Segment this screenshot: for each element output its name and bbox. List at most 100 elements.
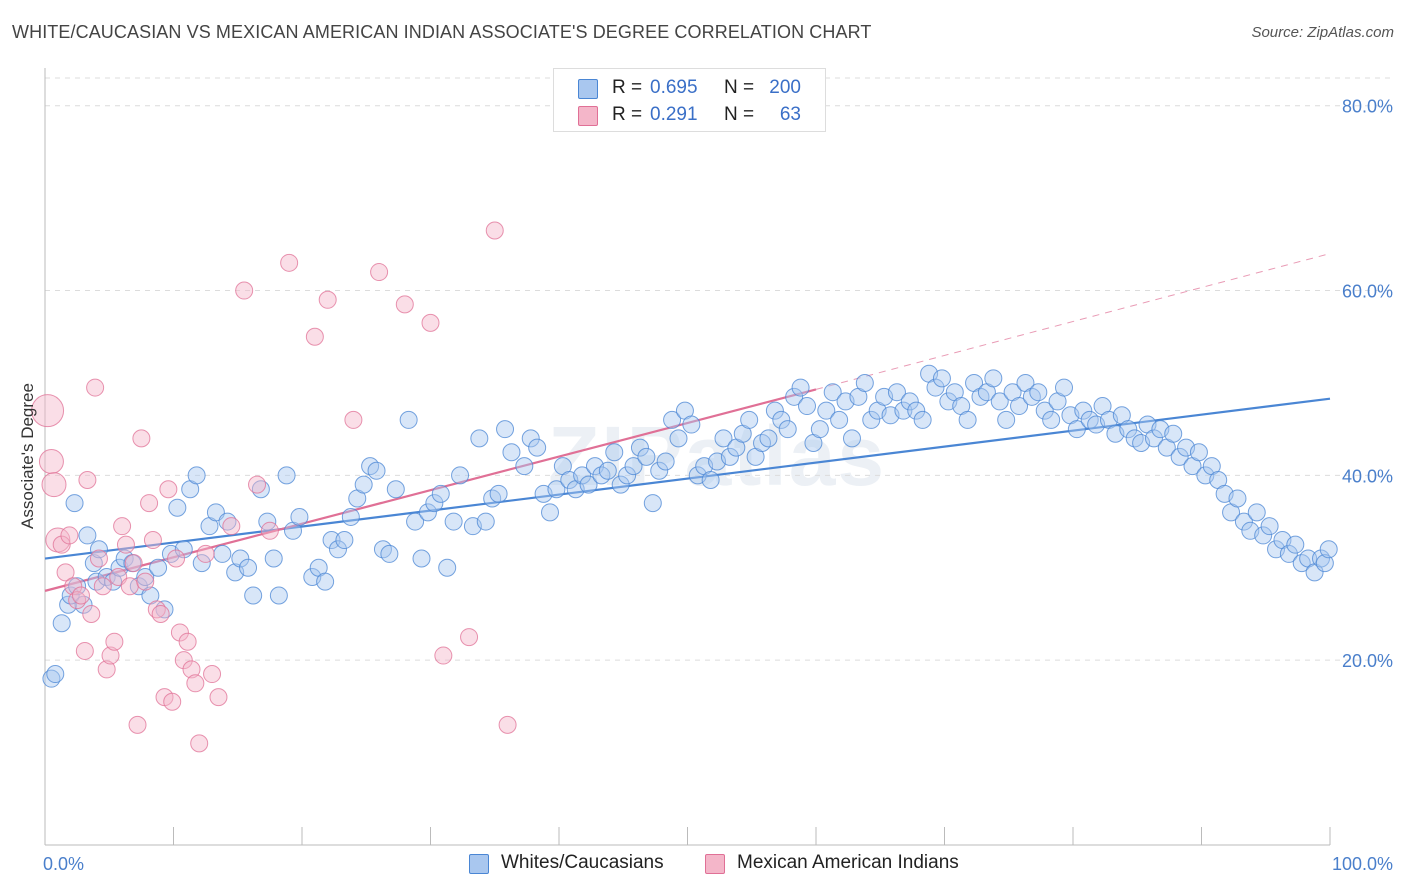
- point-mexican-american-indians: [56, 563, 75, 582]
- point-mexican-american-indians: [159, 480, 178, 499]
- point-whites: [489, 484, 508, 503]
- point-mexican-american-indians: [71, 586, 90, 605]
- point-mexican-american-indians: [498, 715, 517, 734]
- point-mexican-american-indians: [60, 526, 79, 545]
- watermark: ZIPatlas: [548, 409, 887, 503]
- point-whites: [817, 401, 836, 420]
- point-whites: [579, 475, 598, 494]
- point-whites: [656, 452, 675, 471]
- bottom-legend-swatch-whites: [469, 854, 489, 874]
- point-whites: [778, 420, 797, 439]
- point-mexican-american-indians: [143, 531, 162, 550]
- point-whites: [316, 572, 335, 591]
- point-whites: [1189, 443, 1208, 462]
- point-whites: [89, 540, 108, 559]
- point-whites: [862, 410, 881, 429]
- point-whites: [541, 503, 560, 522]
- point-whites: [386, 480, 405, 499]
- point-mexican-american-indians: [116, 535, 135, 554]
- point-whites: [46, 665, 65, 684]
- point-whites: [605, 443, 624, 462]
- point-whites: [451, 466, 470, 485]
- point-whites: [476, 512, 495, 531]
- point-mexican-american-indians: [222, 517, 241, 536]
- point-mexican-american-indians: [89, 549, 108, 568]
- point-whites: [470, 429, 489, 448]
- point-whites: [669, 429, 688, 448]
- point-mexican-american-indians: [190, 734, 209, 753]
- point-mexican-american-indians: [235, 281, 254, 300]
- point-mexican-american-indians: [105, 632, 124, 651]
- point-mexican-american-indians: [38, 449, 64, 474]
- point-whites: [547, 480, 566, 499]
- point-mexican-american-indians: [136, 572, 155, 591]
- point-whites: [1029, 383, 1048, 402]
- point-mexican-american-indians: [113, 517, 132, 536]
- legend-r-value: 0.291: [650, 104, 698, 125]
- point-whites: [496, 420, 515, 439]
- point-whites: [406, 512, 425, 531]
- point-whites: [322, 531, 341, 550]
- point-mexican-american-indians: [260, 521, 279, 540]
- point-whites: [650, 461, 669, 480]
- point-whites: [958, 410, 977, 429]
- point-whites: [515, 457, 534, 476]
- point-mexican-american-indians: [460, 628, 479, 647]
- point-whites: [611, 475, 630, 494]
- point-whites: [354, 475, 373, 494]
- point-mexican-american-indians: [163, 692, 182, 711]
- point-mexican-american-indians: [434, 646, 453, 665]
- point-mexican-american-indians: [82, 604, 101, 623]
- point-whites: [78, 526, 97, 545]
- point-whites: [502, 443, 521, 462]
- point-whites: [894, 401, 913, 420]
- point-whites: [810, 420, 829, 439]
- point-mexican-american-indians: [395, 295, 414, 314]
- point-whites: [341, 507, 360, 526]
- point-whites: [1042, 410, 1061, 429]
- point-mexican-american-indians: [203, 665, 222, 684]
- point-whites: [907, 401, 926, 420]
- legend-n-value: 63: [779, 104, 801, 125]
- point-mexican-american-indians: [186, 674, 205, 693]
- point-whites: [663, 410, 682, 429]
- point-whites: [335, 531, 354, 550]
- bottom-legend-label-whites: Whites/Caucasians: [501, 852, 664, 873]
- trend-extension-mexican-american-indians: [815, 253, 1331, 390]
- point-whites: [573, 466, 592, 485]
- point-whites: [213, 544, 232, 563]
- point-mexican-american-indians: [167, 549, 186, 568]
- point-whites: [361, 457, 380, 476]
- bottom-legend-label-mexican-american-indians: Mexican American Indians: [737, 852, 959, 873]
- legend-row-whites: R = 0.695 N = 200: [554, 75, 825, 101]
- point-whites: [971, 387, 990, 406]
- point-whites: [887, 383, 906, 402]
- point-mexican-american-indians: [170, 623, 189, 642]
- point-whites: [926, 378, 945, 397]
- point-whites: [425, 494, 444, 513]
- point-mexican-american-indians: [86, 378, 105, 397]
- y-tick-label: 80.0%: [1342, 97, 1393, 117]
- point-whites: [192, 554, 211, 573]
- legend-swatch-mexican-american-indians: [578, 106, 598, 126]
- point-whites: [1035, 401, 1054, 420]
- point-whites: [68, 577, 87, 596]
- point-whites: [1170, 447, 1189, 466]
- point-whites: [1279, 544, 1298, 563]
- point-whites: [399, 410, 418, 429]
- point-whites: [740, 410, 759, 429]
- point-mexican-american-indians: [305, 327, 324, 346]
- point-mexican-american-indians: [280, 253, 299, 272]
- point-whites: [431, 484, 450, 503]
- point-whites: [438, 558, 457, 577]
- legend-n-label: N =: [724, 104, 755, 125]
- point-whites: [1080, 410, 1099, 429]
- point-whites: [1022, 387, 1041, 406]
- point-whites: [1074, 401, 1093, 420]
- point-whites: [772, 410, 791, 429]
- point-whites: [1292, 554, 1311, 573]
- point-whites: [187, 466, 206, 485]
- point-mexican-american-indians: [344, 410, 363, 429]
- point-whites: [1247, 503, 1266, 522]
- point-mexican-american-indians: [64, 577, 83, 596]
